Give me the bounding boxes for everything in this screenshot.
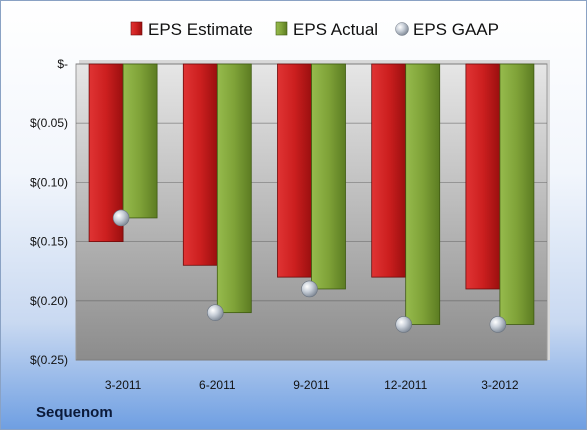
- bar-eps-estimate: [182, 63, 218, 266]
- marker-eps-gaap: [112, 209, 130, 227]
- legend-swatch: [395, 22, 409, 36]
- x-tick-label: 12-2011: [384, 378, 427, 392]
- x-tick-label: 3-2011: [105, 378, 142, 392]
- bar-eps-actual: [122, 63, 158, 219]
- bar-eps-estimate: [465, 63, 501, 290]
- bar-eps-actual: [405, 63, 441, 325]
- bar-eps-actual: [499, 63, 535, 325]
- marker-eps-gaap: [301, 280, 318, 298]
- marker-eps-gaap: [489, 316, 507, 333]
- bar-eps-estimate: [277, 63, 312, 278]
- bar-eps-estimate: [371, 63, 407, 278]
- y-tick-label: $(0.10): [30, 175, 68, 189]
- bar-eps-actual: [311, 63, 346, 290]
- y-tick-label: $(0.20): [30, 294, 68, 308]
- legend-label: EPS GAAP: [413, 20, 499, 39]
- x-tick-label: 3-2012: [481, 378, 519, 392]
- legend-label: EPS Estimate: [148, 20, 253, 39]
- y-tick-label: $(0.15): [30, 235, 68, 249]
- legend-label: EPS Actual: [293, 20, 378, 39]
- company-name: Sequenom: [36, 404, 113, 421]
- bar-eps-actual: [216, 63, 252, 314]
- legend-swatch: [275, 21, 288, 36]
- y-tick-label: $-: [57, 57, 68, 71]
- y-tick-label: $(0.25): [30, 353, 68, 367]
- marker-eps-gaap: [207, 304, 224, 321]
- x-tick-label: 9-2011: [293, 378, 330, 392]
- legend-swatch: [130, 21, 143, 36]
- marker-eps-gaap: [395, 316, 413, 333]
- y-tick-label: $(0.05): [30, 116, 68, 130]
- x-tick-label: 6-2011: [199, 378, 236, 392]
